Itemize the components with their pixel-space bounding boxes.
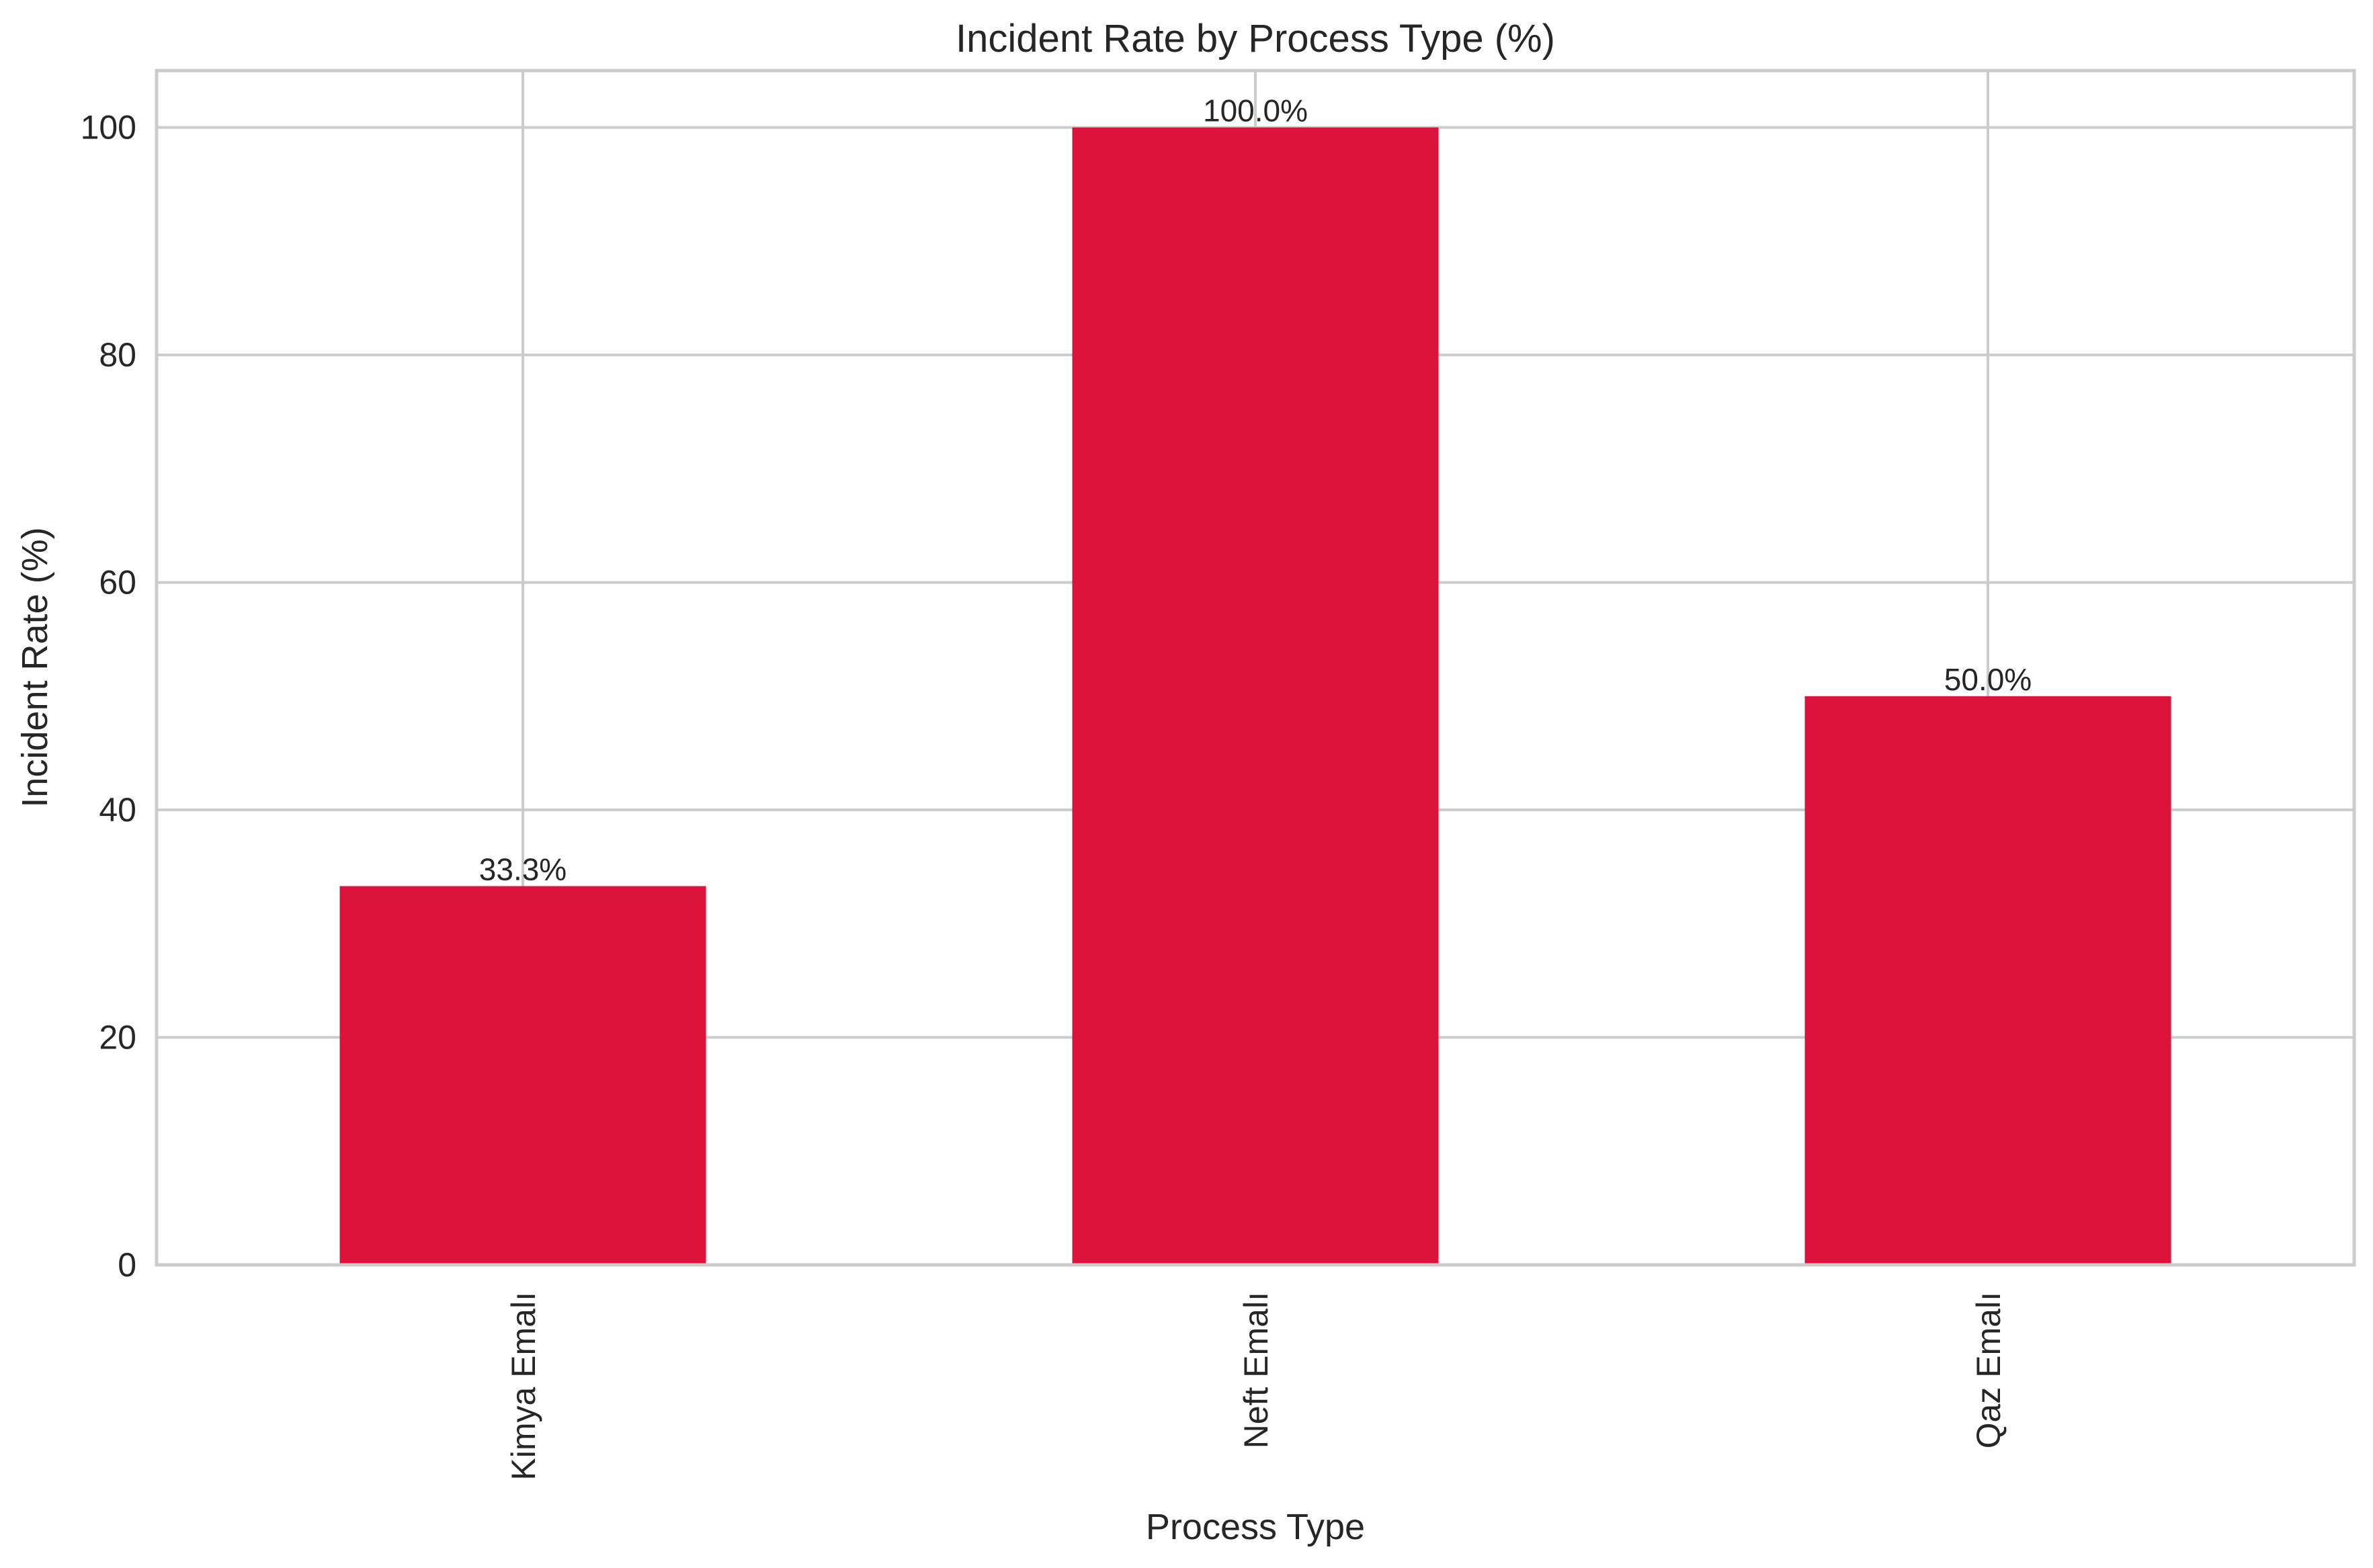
bar-value-label: 50.0% xyxy=(1944,662,2032,697)
y-tick-label: 0 xyxy=(118,1246,136,1284)
y-tick-label: 100 xyxy=(81,109,136,147)
bar-layer xyxy=(339,127,2171,1266)
x-axis-label: Process Type xyxy=(1146,1507,1365,1547)
bar-value-label: 33.3% xyxy=(479,852,567,886)
bar xyxy=(339,886,706,1265)
bar xyxy=(1804,696,2171,1265)
chart-title: Incident Rate by Process Type (%) xyxy=(956,17,1555,60)
bar xyxy=(1072,127,1439,1266)
x-tick-label: Qaz Emalı xyxy=(1970,1292,2007,1448)
y-tick-label: 40 xyxy=(99,791,136,829)
tick-layer: 0 20 40 60 80 100 Kimya Emalı Neft Emalı Qaz Ema… xyxy=(81,109,2007,1481)
y-tick-label: 60 xyxy=(99,564,136,602)
x-tick-label: Neft Emalı xyxy=(1237,1292,1275,1448)
label-layer: 33.3% 100.0% 50.0% xyxy=(479,93,2032,887)
bar-value-label: 100.0% xyxy=(1203,93,1308,128)
y-tick-label: 20 xyxy=(99,1019,136,1057)
plot-frame xyxy=(155,69,2356,1267)
y-tick-label: 80 xyxy=(99,336,136,374)
y-axis-label: Incident Rate (%) xyxy=(15,527,55,807)
x-tick-label: Kimya Emalı xyxy=(505,1292,542,1481)
